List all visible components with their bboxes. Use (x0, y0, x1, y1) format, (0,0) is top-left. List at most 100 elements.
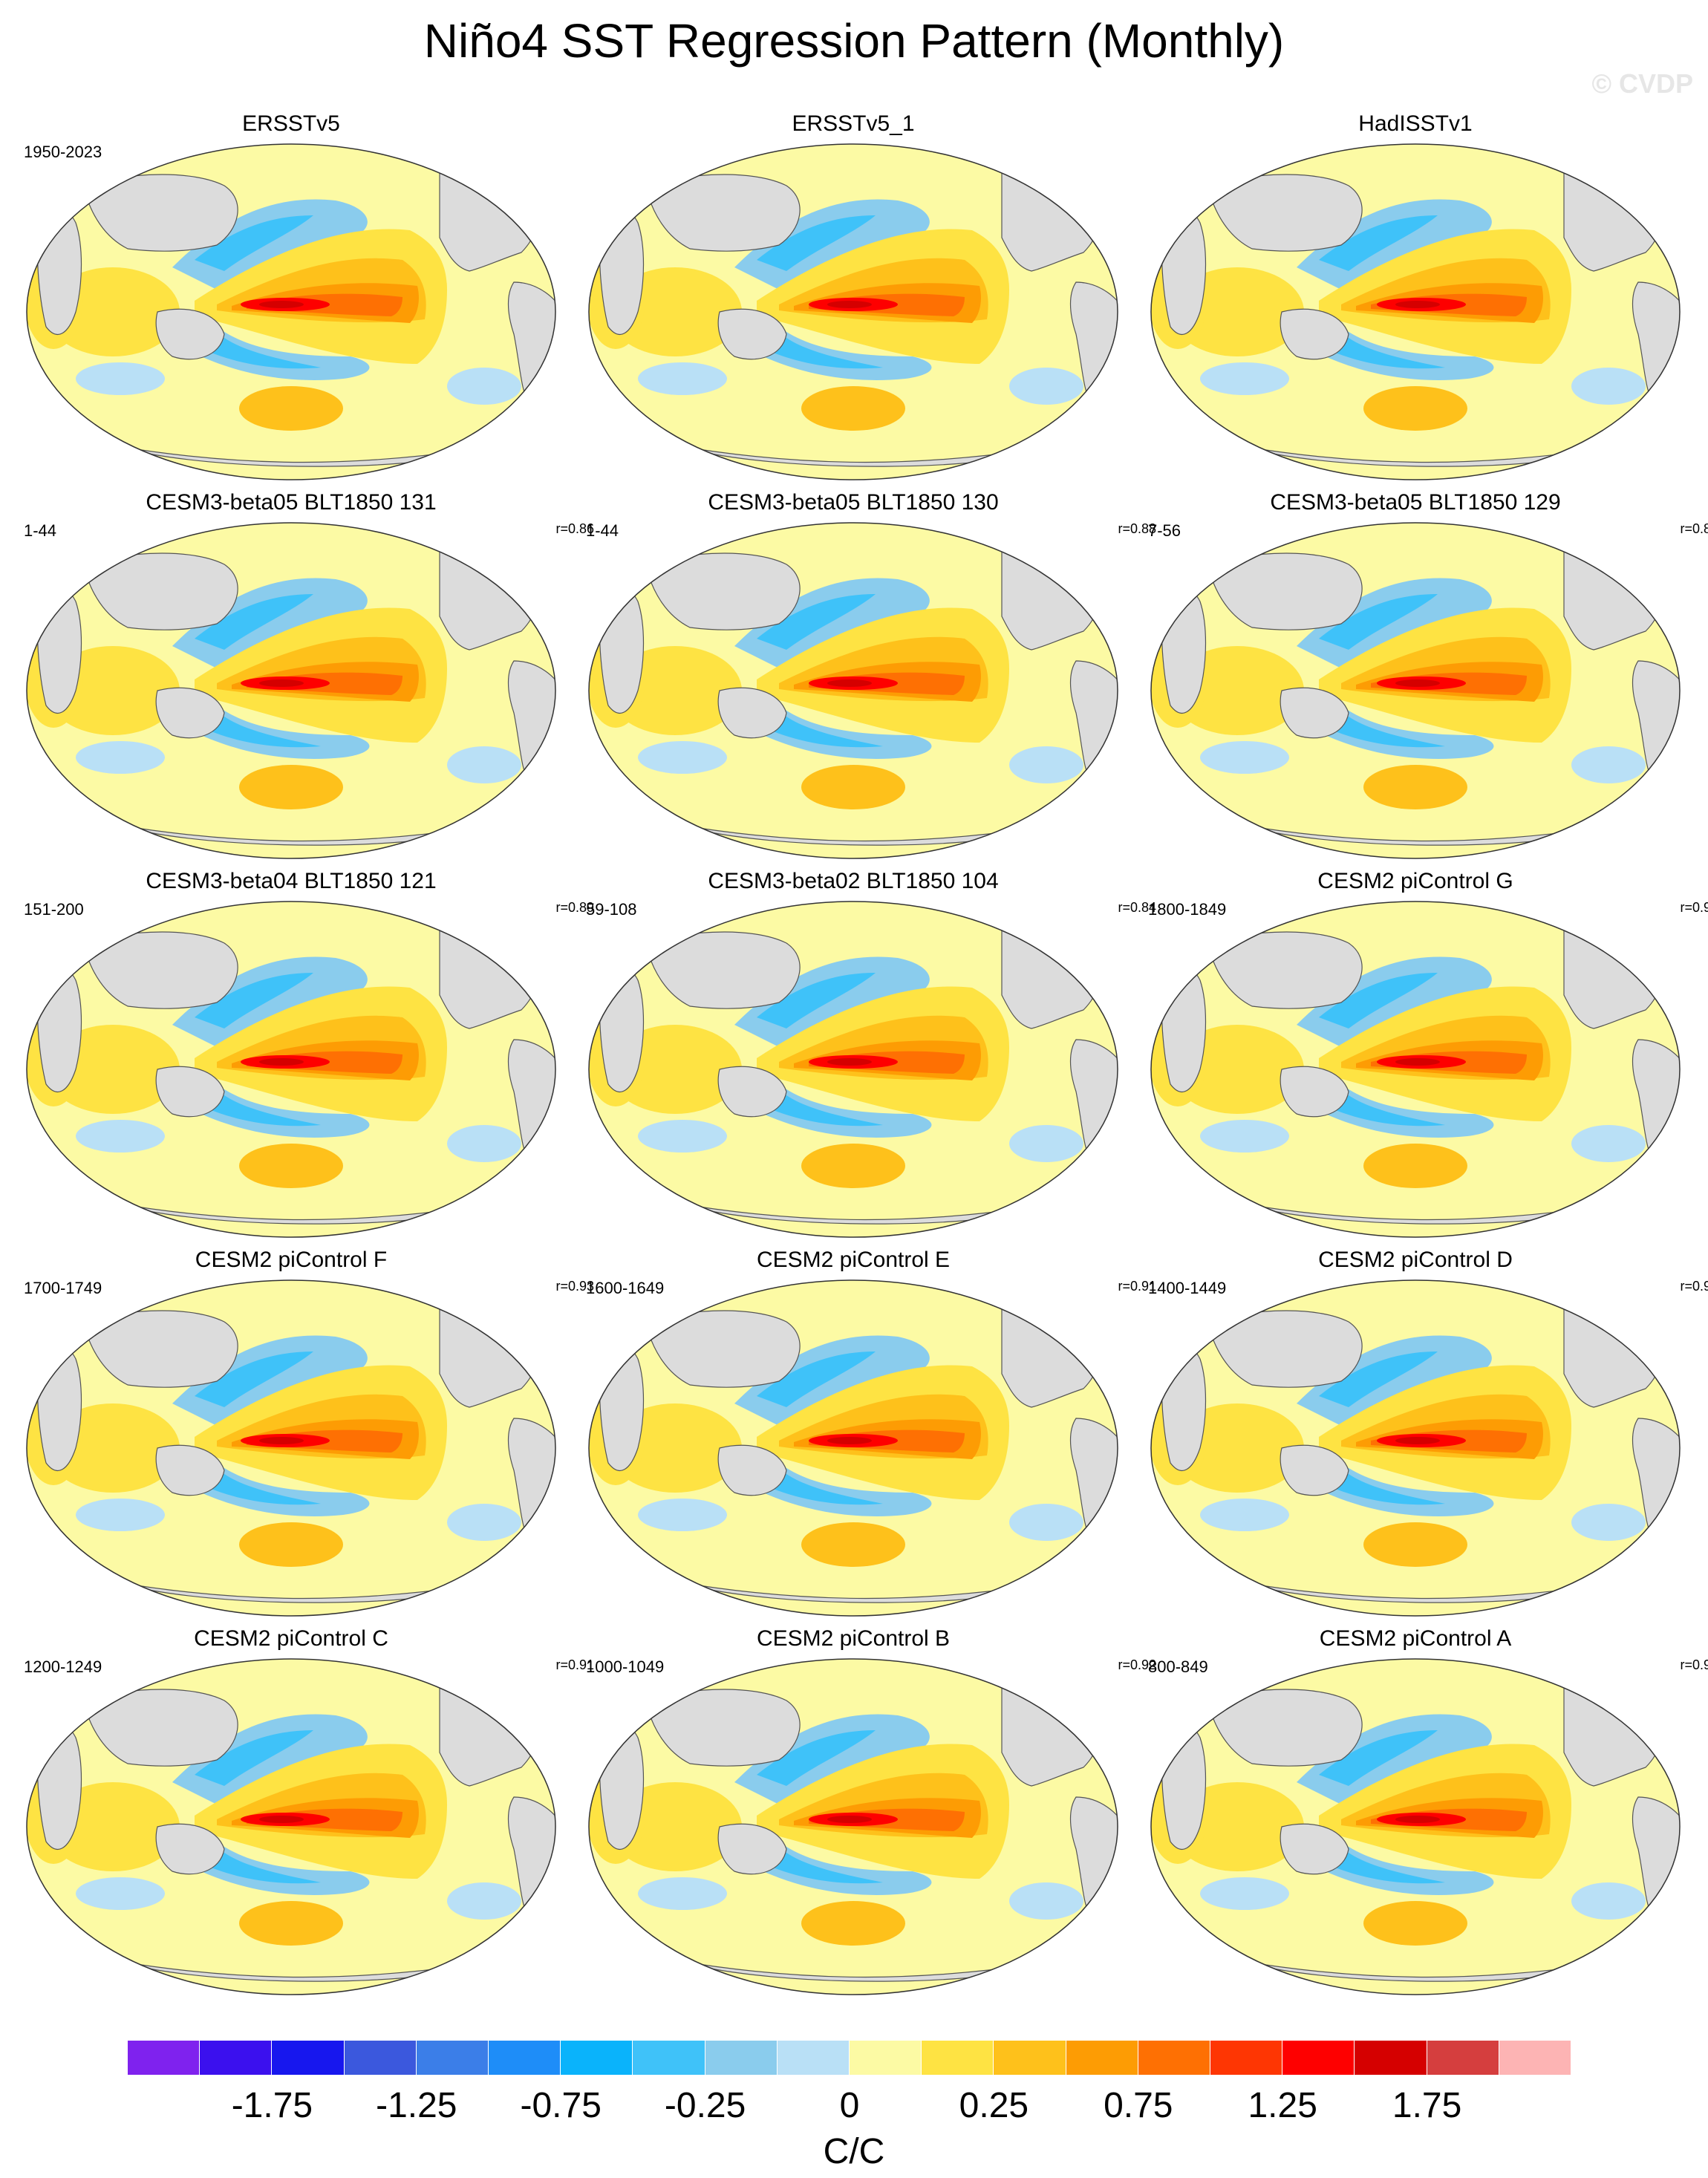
colorbar-tick-label: 1.75 (1392, 2086, 1462, 2125)
panel-title: HadISSTv1 (1358, 111, 1473, 136)
regression-map (24, 520, 558, 865)
panel-correlation: r=0.92 (1118, 1657, 1156, 1672)
regression-map (586, 1277, 1121, 1623)
panel-title: CESM3-beta02 BLT1850 104 (708, 869, 999, 893)
panel-title: CESM2 piControl B (756, 1626, 951, 1651)
regression-map (586, 520, 1121, 865)
colorbar-tick-label: -0.75 (520, 2086, 602, 2125)
map-panel: CESM2 piControl B 1000-1049 r=0.92 (573, 1626, 1156, 2005)
regression-map (1148, 141, 1683, 486)
panel-years: 151-200 (24, 900, 84, 919)
panel-title: ERSSTv5_1 (792, 111, 915, 136)
colorbar-tick-label: -1.25 (376, 2086, 457, 2125)
panel-correlation: r=0.93 (1680, 1657, 1708, 1672)
panel-years: 1400-1449 (1148, 1279, 1227, 1297)
colorbar-tick-label: -0.25 (664, 2086, 746, 2125)
map-panel: CESM2 piControl G 1800-1849 r=0.94 (1135, 869, 1708, 1248)
colorbar-box (416, 2041, 489, 2075)
panel-years: 800-849 (1148, 1657, 1208, 1676)
map-panel: CESM3-beta05 BLT1850 131 1-44 r=0.86 (10, 490, 594, 869)
panel-title: CESM2 piControl D (1318, 1248, 1513, 1272)
panel-title: CESM3-beta05 BLT1850 130 (708, 490, 999, 515)
panel-correlation: r=0.94 (1680, 900, 1708, 915)
colorbar-box (1427, 2041, 1499, 2075)
colorbar (128, 2041, 1571, 2075)
regression-map (24, 899, 558, 1244)
regression-map (1148, 520, 1683, 865)
colorbar-tick-label: 0 (839, 2086, 860, 2125)
regression-map (24, 141, 558, 486)
colorbar-box (1210, 2041, 1283, 2075)
figure-title: Niño4 SST Regression Pattern (Monthly) (423, 14, 1285, 68)
regression-map (1148, 1656, 1683, 2001)
panel-correlation: r=0.84 (1118, 900, 1156, 915)
panel-correlation: r=0.93 (555, 1279, 594, 1294)
colorbar-box (1138, 2041, 1210, 2075)
map-panel: HadISSTv1 (1135, 111, 1696, 490)
regression-map (586, 899, 1121, 1244)
panel-years: 1000-1049 (586, 1657, 665, 1676)
colorbar-box (705, 2041, 778, 2075)
panel-title: CESM2 piControl C (194, 1626, 388, 1651)
panel-years: 1200-1249 (24, 1657, 102, 1676)
colorbar-box (994, 2041, 1066, 2075)
panel-correlation: r=0.88 (1118, 521, 1156, 536)
colorbar-tick-label: 0.25 (959, 2086, 1029, 2125)
colorbar-box (850, 2041, 922, 2075)
colorbar-box (922, 2041, 994, 2075)
panel-years: 1-44 (24, 521, 57, 540)
panel-years: 1700-1749 (24, 1279, 102, 1297)
colorbar-box (1499, 2041, 1571, 2075)
panel-title: CESM2 piControl F (195, 1248, 388, 1272)
panel-title: CESM3-beta05 BLT1850 131 (146, 490, 437, 515)
map-panel: CESM2 piControl A 800-849 r=0.93 (1135, 1626, 1708, 2005)
regression-map (1148, 1277, 1683, 1623)
colorbar-tick-label: 0.75 (1104, 2086, 1173, 2125)
colorbar-box (489, 2041, 561, 2075)
map-panel: CESM3-beta05 BLT1850 130 1-44 r=0.88 (573, 490, 1156, 869)
colorbar-box (272, 2041, 345, 2075)
panel-years: 1800-1849 (1148, 900, 1227, 919)
regression-map (586, 1656, 1121, 2001)
map-panel: CESM3-beta05 BLT1850 129 7-56 r=0.89 (1135, 490, 1708, 869)
map-panel: ERSSTv5_1 (573, 111, 1134, 490)
regression-map (24, 1656, 558, 2001)
map-panel: CESM2 piControl D 1400-1449 r=0.91 (1135, 1248, 1708, 1626)
panel-correlation: r=0.91 (1680, 1279, 1708, 1294)
map-panel: ERSSTv5 1950-2023 (10, 111, 572, 490)
colorbar-box (777, 2041, 850, 2075)
map-panel: CESM2 piControl E 1600-1649 r=0.91 (573, 1248, 1156, 1626)
colorbar-box (633, 2041, 705, 2075)
colorbar-tick-label: -1.75 (231, 2086, 313, 2125)
map-panel: CESM3-beta02 BLT1850 104 59-108 r=0.84 (573, 869, 1156, 1248)
colorbar-box (561, 2041, 633, 2075)
map-panel: CESM2 piControl F 1700-1749 r=0.93 (10, 1248, 594, 1626)
panel-correlation: r=0.89 (1680, 521, 1708, 536)
panel-title: CESM2 piControl G (1317, 869, 1513, 893)
panel-correlation: r=0.91 (1118, 1279, 1156, 1294)
panel-correlation: r=0.91 (555, 1657, 594, 1672)
colorbar-box (344, 2041, 417, 2075)
panel-title: CESM2 piControl A (1319, 1626, 1512, 1651)
panel-title: CESM3-beta05 BLT1850 129 (1270, 490, 1561, 515)
panel-correlation: r=0.86 (555, 521, 594, 536)
colorbar-box (1355, 2041, 1427, 2075)
map-panel: CESM3-beta04 BLT1850 121 151-200 r=0.89 (10, 869, 594, 1248)
colorbar-box (128, 2041, 201, 2075)
colorbar-box (1282, 2041, 1355, 2075)
panel-years: 1-44 (586, 521, 619, 540)
map-panel: CESM2 piControl C 1200-1249 r=0.91 (10, 1626, 594, 2005)
map-panel-grid: ERSSTv5 1950-2023 ERSSTv5_1 HadISSTv1 CESM3-… (10, 111, 1708, 2005)
colorbar-box (200, 2041, 273, 2075)
colorbar-units: C/C (823, 2132, 885, 2171)
panel-correlation: r=0.89 (555, 900, 594, 915)
panel-title: ERSSTv5 (242, 111, 340, 136)
cvdp-watermark: © CVDP (1591, 68, 1693, 99)
panel-years: 1950-2023 (24, 143, 102, 161)
panel-years: 59-108 (586, 900, 637, 919)
regression-map (1148, 899, 1683, 1244)
regression-map (586, 141, 1121, 486)
regression-map (24, 1277, 558, 1623)
panel-title: CESM3-beta04 BLT1850 121 (146, 869, 437, 893)
colorbar-box (1066, 2041, 1138, 2075)
